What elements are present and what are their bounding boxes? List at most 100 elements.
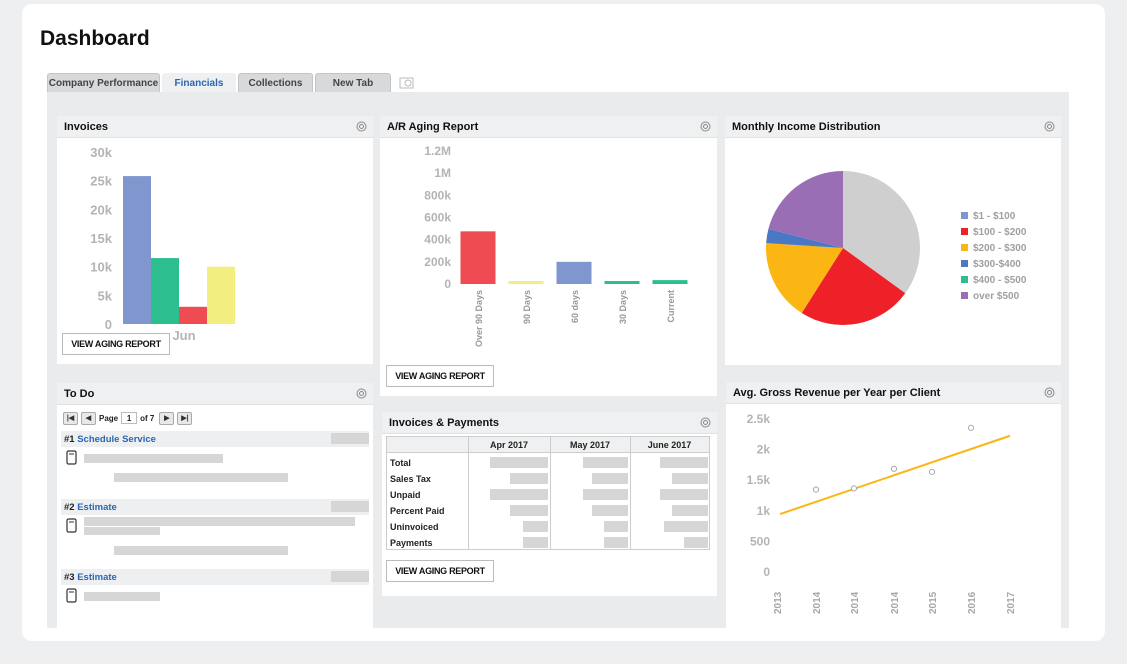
y-tick-label: 5k [98,288,113,303]
x-tick-label: Jun [172,328,195,343]
x-tick-label: 2015 [928,591,939,614]
x-tick-label: 2013 [773,591,784,614]
page-title: Dashboard [40,27,150,50]
income-dist-panel: Monthly Income Distribution $1 - $100 $10… [725,116,1061,365]
gross-revenue-header: Avg. Gross Revenue per Year per Client [726,382,1061,404]
row-label: Sales Tax [390,474,431,484]
x-tick-label: Current [666,290,676,323]
tab-financials[interactable]: Financials [162,73,236,92]
gear-icon[interactable] [1044,387,1055,398]
placeholder-bar [604,537,628,548]
page-count: of 7 [140,413,155,423]
data-point [850,485,858,492]
column-header: Apr 2017 [489,440,529,450]
tab-new-tab[interactable]: New Tab [315,73,391,92]
legend-label: $300-$400 [973,259,1021,270]
invoices-chart: 30k 25k 20k 15k 10k 5k 0 Jun [90,145,235,343]
view-aging-report-button[interactable]: VIEW AGING REPORT [386,365,494,387]
view-aging-report-button[interactable]: VIEW AGING REPORT [386,560,494,582]
todo-item-link[interactable]: Estimate [77,572,117,583]
placeholder-bar [84,454,223,463]
invoices-title: Invoices [64,121,109,133]
placeholder-bar [660,457,708,468]
todo-item-link[interactable]: Estimate [77,502,117,513]
todo-item-header[interactable]: #1 Schedule Service [61,431,369,447]
bar [556,261,592,284]
todo-item-number: #2 [64,502,75,513]
y-tick-label: 30k [90,145,112,160]
x-tick-label: 2014 [812,591,823,614]
row-label: Total [390,458,411,468]
data-point [890,465,898,472]
placeholder-bar [331,571,369,582]
prev-page-icon[interactable]: ◀ [81,411,96,425]
placeholder-bar [684,537,708,548]
legend-label: $400 - $500 [973,275,1027,286]
placeholder-bar [583,489,628,500]
placeholder-bar [490,457,548,468]
invoices-header: Invoices [57,116,373,138]
last-page-icon[interactable]: ▶| [177,411,193,425]
todo-item-header[interactable]: #2 Estimate [61,499,369,515]
phone-icon [66,588,77,603]
y-tick-label: 800k [424,188,451,202]
todo-item-link[interactable]: Schedule Service [77,434,156,445]
bar [123,176,151,324]
gear-icon[interactable] [1044,121,1055,132]
column-header: June 2017 [647,440,692,450]
todo-title: To Do [64,388,95,400]
placeholder-bar [672,505,708,516]
gear-icon[interactable] [356,121,367,132]
bar [508,281,544,284]
gear-icon[interactable] [356,388,367,399]
y-tick-label: 1k [757,504,771,518]
y-tick-label: 600k [424,211,451,225]
invoices-payments-table: Apr 2017 May 2017 June 2017 Total Sales … [386,436,710,550]
ar-aging-title: A/R Aging Report [387,121,479,133]
x-tick-label: 60 days [570,290,580,323]
y-tick-label: 1.2M [424,144,451,158]
first-page-icon[interactable]: |◀ [63,411,78,425]
todo-item-header[interactable]: #3 Estimate [61,569,369,585]
page-label: Page [99,413,119,423]
widget-area: Invoices 30k 25k 20k 15k 10k 5k 0 Jun VIEW AGIN… [47,92,1069,628]
todo-item-number: #1 [64,434,75,445]
pie-slice [801,248,906,325]
legend-swatch [961,260,968,267]
placeholder-bar [490,489,548,500]
pie-slice [843,171,920,294]
bar [604,281,640,284]
tab-bar: Company Performance Financials Collectio… [47,73,415,92]
bar [179,306,207,324]
legend-swatch [961,228,968,235]
phone-icon [66,450,77,465]
row-label: Payments [390,538,433,548]
next-page-icon[interactable]: ▶ [159,411,175,425]
invoices-payments-header: Invoices & Payments [382,412,717,434]
y-tick-label: 2.5k [747,412,771,426]
gear-icon[interactable] [700,417,711,428]
placeholder-bar [583,457,628,468]
invoices-payments-title: Invoices & Payments [389,417,500,429]
y-tick-label: 20k [90,202,112,217]
add-tab-icon[interactable] [399,76,415,90]
placeholder-bar [510,473,548,484]
y-tick-label: 15k [90,231,112,246]
tab-company-performance[interactable]: Company Performance [47,73,160,92]
tab-collections[interactable]: Collections [238,73,313,92]
placeholder-bar [331,501,369,512]
x-tick-label: 30 Days [618,290,628,324]
ar-aging-header: A/R Aging Report [380,116,717,138]
column-header: May 2017 [569,440,611,450]
gear-icon[interactable] [700,121,711,132]
invoices-panel: Invoices 30k 25k 20k 15k 10k 5k 0 Jun VIEW AGIN… [57,116,373,364]
row-label: Percent Paid [390,506,445,516]
view-aging-report-button[interactable]: VIEW AGING REPORT [62,333,170,355]
placeholder-bar [84,517,355,526]
income-pie-chart: $1 - $100 $100 - $200 $200 - $300 $300-$400… [766,171,1027,325]
placeholder-bar [664,521,708,532]
page-input[interactable]: 1 [121,412,138,424]
placeholder-bar [114,546,288,555]
ar-aging-panel: A/R Aging Report 1.2M 1M 800k 600k 400k 200k 0… [380,116,717,396]
pie-slice [766,243,843,314]
